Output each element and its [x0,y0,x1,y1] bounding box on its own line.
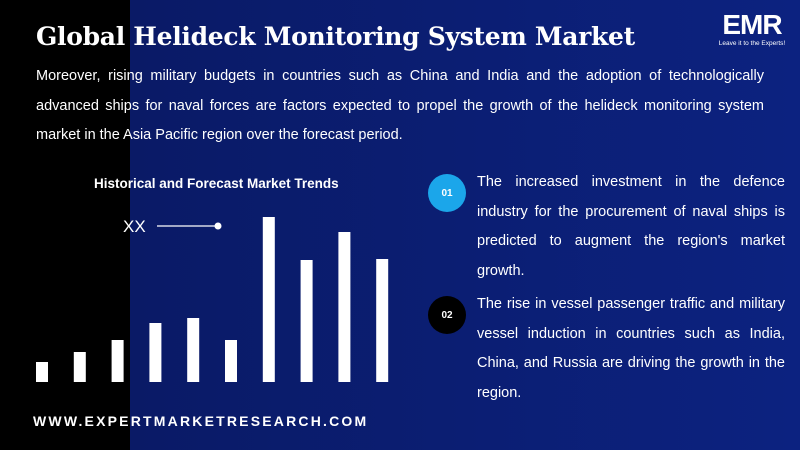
point-number: 02 [428,296,466,334]
bar [111,340,124,382]
chart-title: Historical and Forecast Market Trends [94,176,339,191]
bar [73,352,86,382]
bar [338,232,351,382]
title: Global Helideck Monitoring System Market [36,22,635,51]
point-number: 01 [428,174,466,212]
bar [149,323,162,382]
bar [187,318,200,382]
bar [36,362,48,382]
paragraph: Moreover, rising military budgets in cou… [36,68,764,143]
point-text: The rise in vessel passenger traffic and… [477,296,785,401]
logo-tagline: Leave it to the Experts! [718,40,786,47]
annotation: XX [123,217,146,236]
logo-name: EMR [722,9,782,40]
logo: EMR Leave it to the Experts! [710,10,794,48]
point-text: The increased investment in the defence … [477,174,785,279]
bar [262,217,275,382]
bar [225,340,237,382]
bar [300,260,313,382]
bar [376,259,389,382]
annotation-dot [214,222,222,230]
website: WWW.EXPERTMARKETRESEARCH.COM [33,413,369,429]
